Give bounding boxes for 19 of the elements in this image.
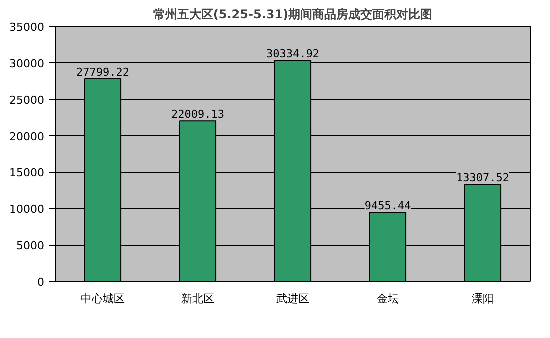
y-tick-label: 15000 [10,166,45,180]
y-tick-label: 30000 [10,57,45,70]
data-label: 22009.13 [172,108,224,122]
y-tick-label: 35000 [10,21,45,34]
x-tick-label: 武进区 [276,292,310,306]
chart-title: 常州五大区(5.25-5.31)期间商品房成交面积对比图 [153,8,433,22]
y-tick-label: 20000 [10,130,45,144]
y-tick-label: 5000 [16,240,45,253]
y-tick-label: 10000 [10,203,45,216]
x-tick-label: 中心城区 [81,292,125,306]
y-tick-label: 0 [38,276,44,289]
data-label: 9455.44 [364,200,412,213]
data-label: 13307.52 [456,172,510,185]
x-tick-label: 新北区 [182,292,214,306]
x-tick-label: 金坛 [377,292,399,306]
data-label: 30334.92 [266,47,320,60]
data-label: 27799.22 [76,66,130,79]
x-tick-label: 溧阳 [472,292,494,306]
y-tick-label: 25000 [10,94,45,107]
